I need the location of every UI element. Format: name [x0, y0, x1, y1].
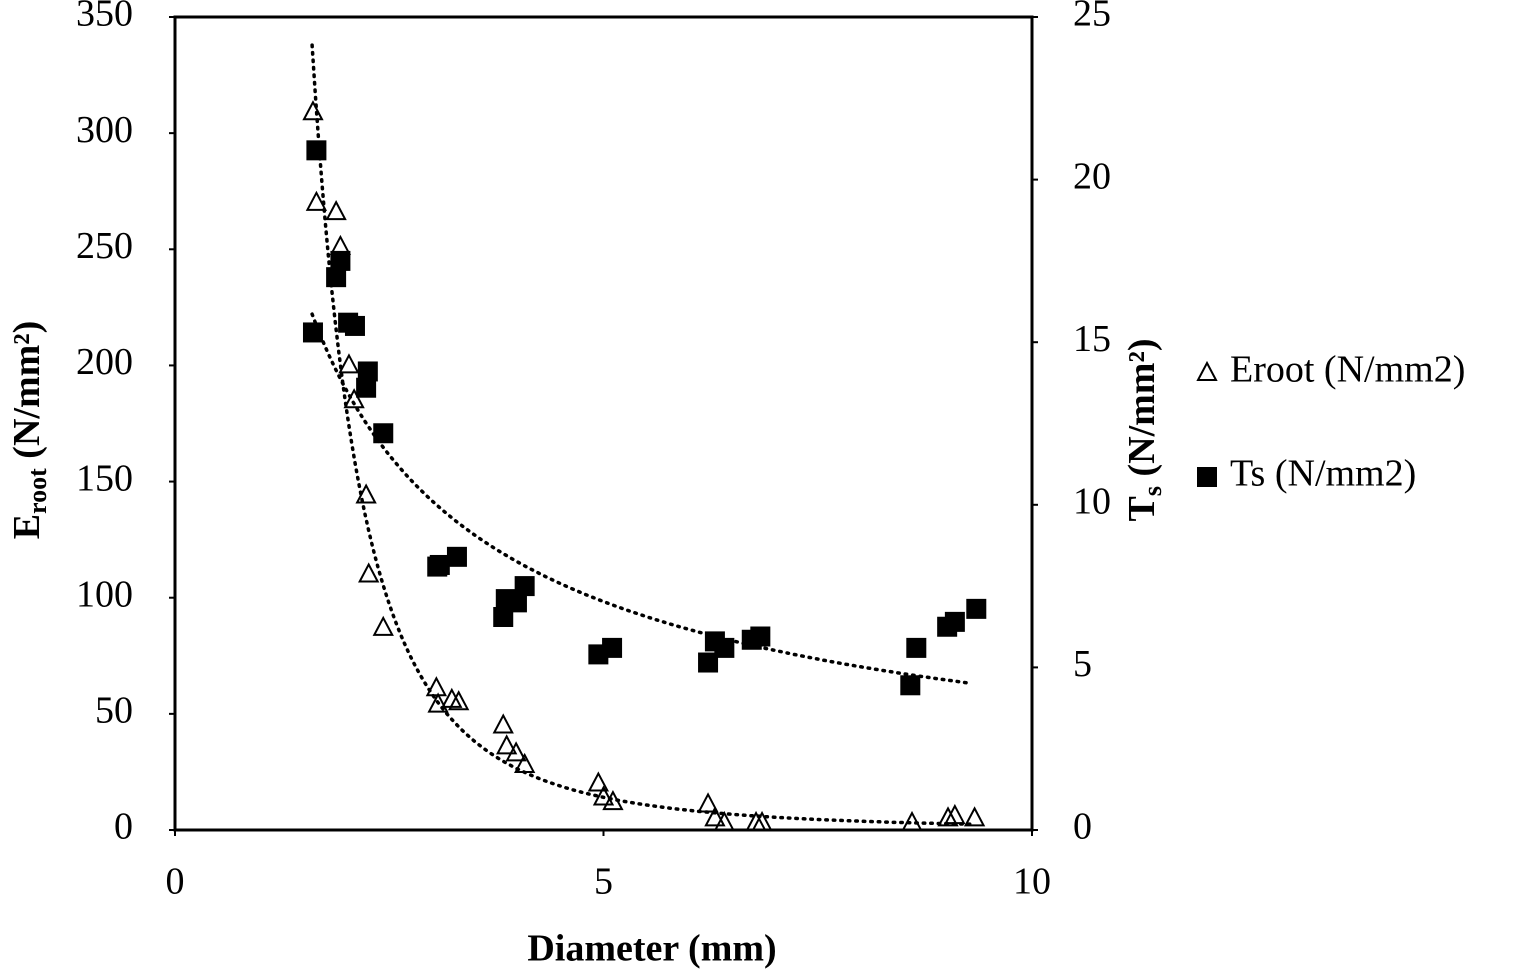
y-tick-label: 150	[76, 457, 133, 499]
data-point	[704, 806, 726, 827]
x-tick-label: 5	[594, 861, 613, 903]
data-point	[343, 388, 365, 409]
y2-label-sub: s	[1138, 486, 1167, 496]
y2-tick-label: 10	[1073, 481, 1111, 523]
data-point	[492, 713, 514, 734]
legend-label: Ts (N/mm2)	[1230, 453, 1416, 495]
data-point	[506, 592, 527, 613]
data-point	[966, 598, 987, 619]
data-point	[900, 675, 921, 696]
data-point	[448, 690, 470, 711]
y2-tick-label: 5	[1073, 643, 1092, 685]
legend-marker	[1197, 467, 1217, 487]
plot-frame	[173, 15, 1034, 832]
x-tick-label: 0	[166, 861, 185, 903]
data-point	[714, 637, 735, 658]
y-label-unit: (N/mm²)	[6, 321, 48, 469]
data-point	[357, 361, 378, 382]
data-point	[356, 377, 377, 398]
data-point	[944, 611, 965, 632]
x-axis-label: Diameter (mm)	[527, 928, 776, 970]
data-point	[513, 752, 536, 773]
data-point	[305, 190, 328, 211]
x-tick-label: 10	[1013, 861, 1051, 903]
data-point	[750, 626, 771, 647]
y-label-sub: root	[23, 468, 52, 514]
legend-label: Eroot (N/mm2)	[1230, 349, 1465, 391]
trendline	[310, 43, 974, 826]
y-tick-label: 350	[76, 0, 133, 35]
data-point	[338, 353, 360, 374]
y-tick-label: 200	[76, 341, 133, 383]
y2-label-main: T	[1121, 496, 1163, 521]
data-point	[698, 652, 719, 673]
y2-tick-label: 0	[1073, 806, 1092, 848]
data-point	[330, 250, 351, 271]
data-point	[427, 692, 449, 713]
y2-tick-label: 15	[1073, 318, 1111, 360]
data-point	[306, 140, 327, 161]
data-point	[602, 637, 623, 658]
data-point	[372, 615, 394, 636]
y-tick-label: 50	[95, 690, 133, 732]
data-point	[373, 423, 394, 444]
y2-tick-label: 20	[1073, 155, 1111, 197]
data-point	[358, 562, 380, 583]
y-tick-label: 250	[76, 225, 133, 267]
data-point	[697, 792, 719, 813]
data-point	[446, 546, 467, 567]
data-point	[302, 100, 324, 121]
data-point	[302, 322, 323, 343]
data-point	[944, 803, 966, 825]
data-point	[937, 806, 959, 827]
data-point	[901, 810, 923, 832]
y-tick-label: 100	[76, 573, 133, 615]
y-tick-label: 0	[114, 806, 133, 848]
data-point	[325, 199, 347, 221]
y2-tick-label: 25	[1073, 0, 1111, 35]
data-point	[751, 810, 773, 832]
data-point	[505, 741, 527, 762]
data-point	[344, 315, 365, 336]
data-point	[355, 483, 377, 504]
legend-marker	[1196, 360, 1218, 381]
data-point	[906, 637, 927, 658]
y-axis-label: Eroot (N/mm²)	[6, 321, 52, 540]
y-tick-label: 300	[76, 109, 133, 151]
data-point	[326, 267, 347, 288]
y2-axis-label: Ts (N/mm²)	[1121, 339, 1167, 522]
data-point	[425, 676, 448, 697]
data-point	[514, 576, 535, 597]
data-point	[429, 554, 450, 575]
trendline	[310, 312, 974, 686]
data-point	[713, 810, 735, 832]
y-label-main: E	[6, 514, 48, 539]
data-point	[495, 734, 518, 755]
data-point	[963, 806, 986, 827]
data-point	[592, 785, 615, 806]
data-point	[587, 771, 610, 792]
data-point	[602, 789, 624, 811]
y2-label-unit: (N/mm²)	[1121, 339, 1163, 487]
